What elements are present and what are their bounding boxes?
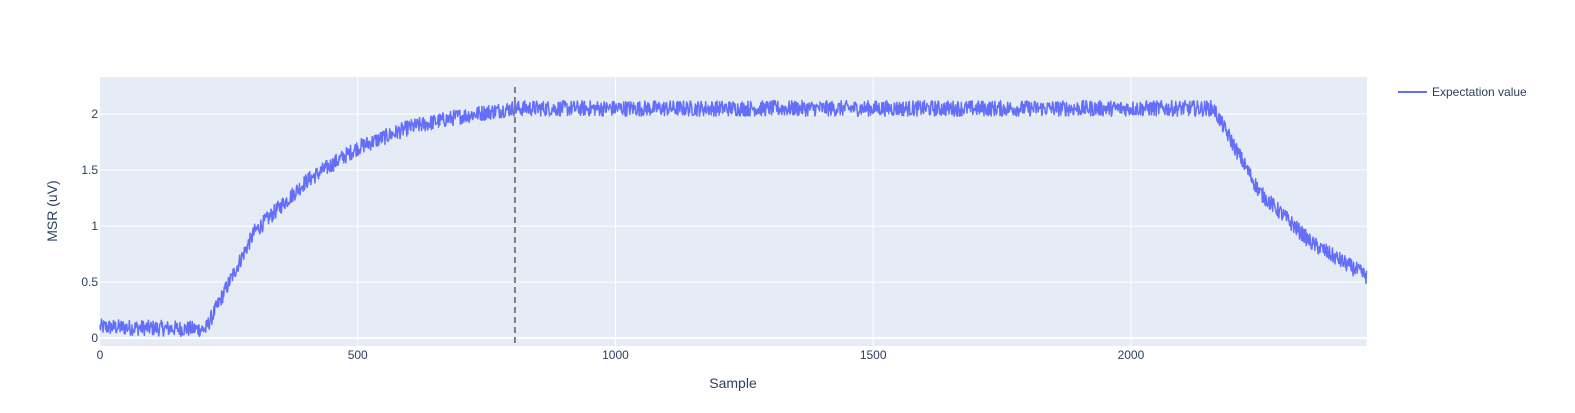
x-tick-labels: 0 500 1000 1500 2000 [97, 348, 1145, 362]
x-tick-label: 0 [97, 348, 104, 362]
legend-label: Expectation value [1432, 85, 1527, 99]
x-gridlines [357, 77, 1132, 346]
y-tick-label: 0 [91, 331, 98, 345]
x-tick-label: 500 [348, 348, 368, 362]
x-tick-label: 2000 [1118, 348, 1145, 362]
y-tick-label: 2 [91, 107, 98, 121]
series-line-expectation-value [99, 99, 1368, 338]
plot-background [100, 77, 1367, 346]
y-tick-label: 0.5 [81, 275, 98, 289]
y-axis-title: MSR (uV) [44, 180, 60, 241]
legend[interactable]: Expectation value [1398, 85, 1527, 99]
y-tick-labels: 0 0.5 1 1.5 2 [81, 107, 98, 345]
x-tick-label: 1500 [860, 348, 887, 362]
y-tick-label: 1.5 [81, 163, 98, 177]
series-layer [99, 99, 1368, 338]
y-tick-label: 1 [91, 219, 98, 233]
x-tick-label: 1000 [602, 348, 629, 362]
x-axis-title: Sample [709, 375, 757, 391]
